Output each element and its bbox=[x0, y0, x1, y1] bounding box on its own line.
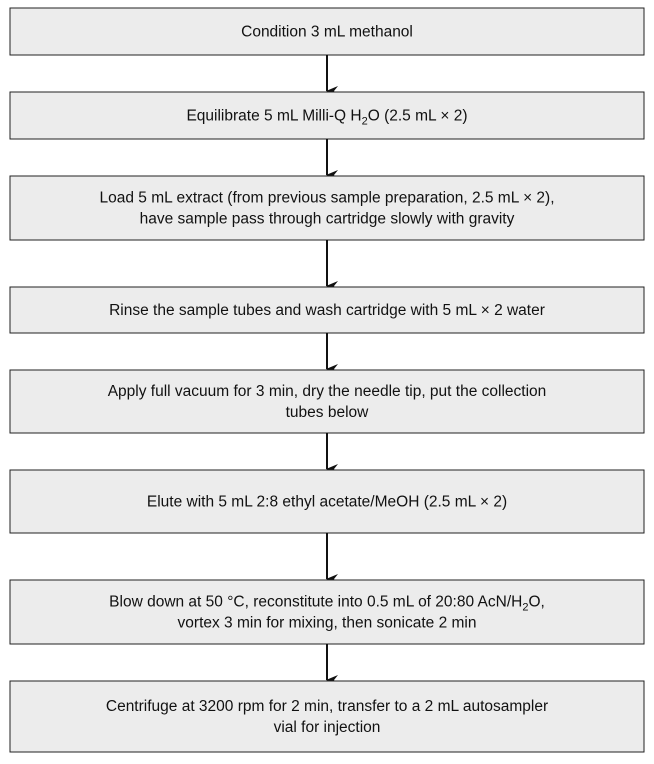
step-box bbox=[9, 369, 645, 434]
text-run: Apply full vacuum for 3 min, dry the nee… bbox=[108, 383, 547, 400]
step-text: Elute with 5 mL 2:8 ethyl acetate/MeOH (… bbox=[147, 494, 507, 511]
step-box bbox=[9, 286, 645, 334]
step-text: Blow down at 50 °C, reconstitute into 0.… bbox=[109, 594, 545, 614]
step-box bbox=[9, 579, 645, 645]
step: Blow down at 50 °C, reconstitute into 0.… bbox=[9, 579, 645, 645]
step-text: have sample pass through cartridge slowl… bbox=[140, 211, 515, 228]
text-run: have sample pass through cartridge slowl… bbox=[140, 211, 515, 228]
text-run: Centrifuge at 3200 rpm for 2 min, transf… bbox=[106, 698, 548, 715]
step-box bbox=[9, 7, 645, 56]
step-box bbox=[9, 469, 645, 534]
step-text: Load 5 mL extract (from previous sample … bbox=[99, 190, 554, 207]
text-run: vial for injection bbox=[274, 719, 381, 736]
step-text: Centrifuge at 3200 rpm for 2 min, transf… bbox=[106, 698, 548, 715]
step: Elute with 5 mL 2:8 ethyl acetate/MeOH (… bbox=[9, 469, 645, 534]
step-text: Apply full vacuum for 3 min, dry the nee… bbox=[108, 383, 547, 400]
step-text: tubes below bbox=[286, 404, 370, 421]
step-box bbox=[9, 91, 645, 140]
text-run: O (2.5 mL × 2) bbox=[368, 108, 468, 125]
text-run: vortex 3 min for mixing, then sonicate 2… bbox=[178, 615, 477, 632]
text-run: Elute with 5 mL 2:8 ethyl acetate/MeOH (… bbox=[147, 494, 507, 511]
step: Apply full vacuum for 3 min, dry the nee… bbox=[9, 369, 645, 434]
text-run: Condition 3 mL methanol bbox=[241, 24, 413, 41]
subscript: 2 bbox=[362, 116, 368, 128]
step-text: Condition 3 mL methanol bbox=[241, 24, 413, 41]
text-run: Rinse the sample tubes and wash cartridg… bbox=[109, 302, 545, 319]
step-text: Rinse the sample tubes and wash cartridg… bbox=[109, 302, 545, 319]
step: Centrifuge at 3200 rpm for 2 min, transf… bbox=[9, 680, 645, 753]
step: Load 5 mL extract (from previous sample … bbox=[9, 175, 645, 241]
text-run: Load 5 mL extract (from previous sample … bbox=[99, 190, 554, 207]
text-run: O, bbox=[528, 594, 544, 611]
subscript: 2 bbox=[522, 602, 528, 614]
step-text: vial for injection bbox=[274, 719, 381, 736]
step: Rinse the sample tubes and wash cartridg… bbox=[9, 286, 645, 334]
step: Equilibrate 5 mL Milli-Q H2O (2.5 mL × 2… bbox=[9, 91, 645, 140]
text-run: Equilibrate 5 mL Milli-Q H bbox=[186, 108, 361, 125]
step-text: Equilibrate 5 mL Milli-Q H2O (2.5 mL × 2… bbox=[186, 108, 467, 128]
text-run: tubes below bbox=[286, 404, 370, 421]
step: Condition 3 mL methanol bbox=[9, 7, 645, 56]
step-text: vortex 3 min for mixing, then sonicate 2… bbox=[178, 615, 477, 632]
step-box bbox=[9, 680, 645, 753]
text-run: Blow down at 50 °C, reconstitute into 0.… bbox=[109, 594, 522, 611]
step-box bbox=[9, 175, 645, 241]
